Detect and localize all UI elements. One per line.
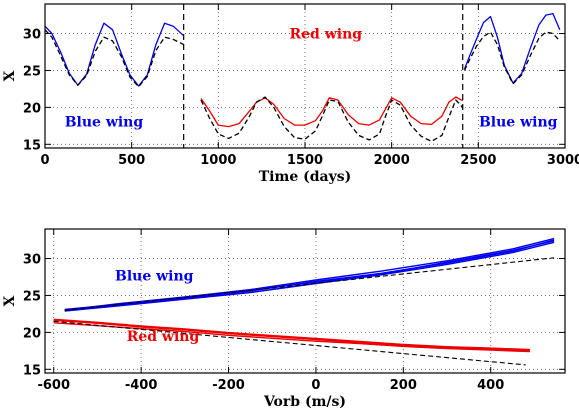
x-tick-label: -400 bbox=[125, 378, 158, 393]
series-line-4 bbox=[463, 12, 561, 84]
x-tick-label: 400 bbox=[477, 378, 504, 393]
x-tick-label: 0 bbox=[40, 153, 49, 168]
y-tick-label: 20 bbox=[23, 326, 41, 341]
series-line-6 bbox=[64, 257, 555, 311]
x-tick-label: 500 bbox=[118, 153, 145, 168]
y-tick-label: 15 bbox=[23, 363, 41, 378]
x-tick-label: 1500 bbox=[287, 153, 323, 168]
y-tick-label: 25 bbox=[23, 289, 41, 304]
x-axis-label: Vorb (m/s) bbox=[263, 394, 346, 410]
series-line-3 bbox=[200, 96, 464, 143]
series-line-0 bbox=[44, 22, 185, 87]
x-tick-label: -600 bbox=[37, 378, 70, 393]
annotation-label: Blue wing bbox=[115, 269, 194, 285]
y-tick-label: 30 bbox=[23, 28, 41, 43]
series-line-5 bbox=[463, 31, 561, 85]
series-line-1 bbox=[44, 29, 184, 88]
x-tick-label: 200 bbox=[390, 378, 417, 393]
x-tick-label: 1000 bbox=[200, 153, 236, 168]
y-tick-label: 15 bbox=[23, 138, 41, 153]
x-tick-label: 2000 bbox=[374, 153, 410, 168]
x-tick-label: 0 bbox=[311, 378, 320, 393]
y-tick-label: 20 bbox=[23, 101, 41, 116]
x-tick-label: -200 bbox=[212, 378, 245, 393]
y-axis-label: X bbox=[2, 295, 18, 306]
annotation-label: Blue wing bbox=[65, 115, 144, 131]
series-line-2 bbox=[200, 96, 464, 128]
series-line-4 bbox=[53, 318, 531, 352]
annotation-label: Red wing bbox=[127, 329, 200, 345]
x-tick-label: 2500 bbox=[460, 153, 496, 168]
annotation-label: Red wing bbox=[290, 27, 363, 43]
x-axis-label: Time (days) bbox=[259, 169, 351, 185]
time-series-panel: 0 500 1000 1500 2000 2500 3000 15 20 25 30 Time (da… bbox=[2, 3, 579, 185]
y-axis-label: X bbox=[2, 70, 18, 81]
series-line-7 bbox=[53, 320, 526, 366]
series-line-3 bbox=[64, 240, 555, 311]
velocity-panel: -600 -400 -200 0 200 400 15 20 25 30 Vorb (m/s) X Bl… bbox=[2, 228, 566, 410]
x-tick-label: 3000 bbox=[547, 153, 579, 168]
y-tick-label: 25 bbox=[23, 64, 41, 79]
plot-frame bbox=[44, 228, 566, 374]
y-tick-label: 30 bbox=[23, 253, 41, 268]
annotation-label: Blue wing bbox=[479, 115, 558, 131]
series-line-0 bbox=[64, 237, 555, 311]
